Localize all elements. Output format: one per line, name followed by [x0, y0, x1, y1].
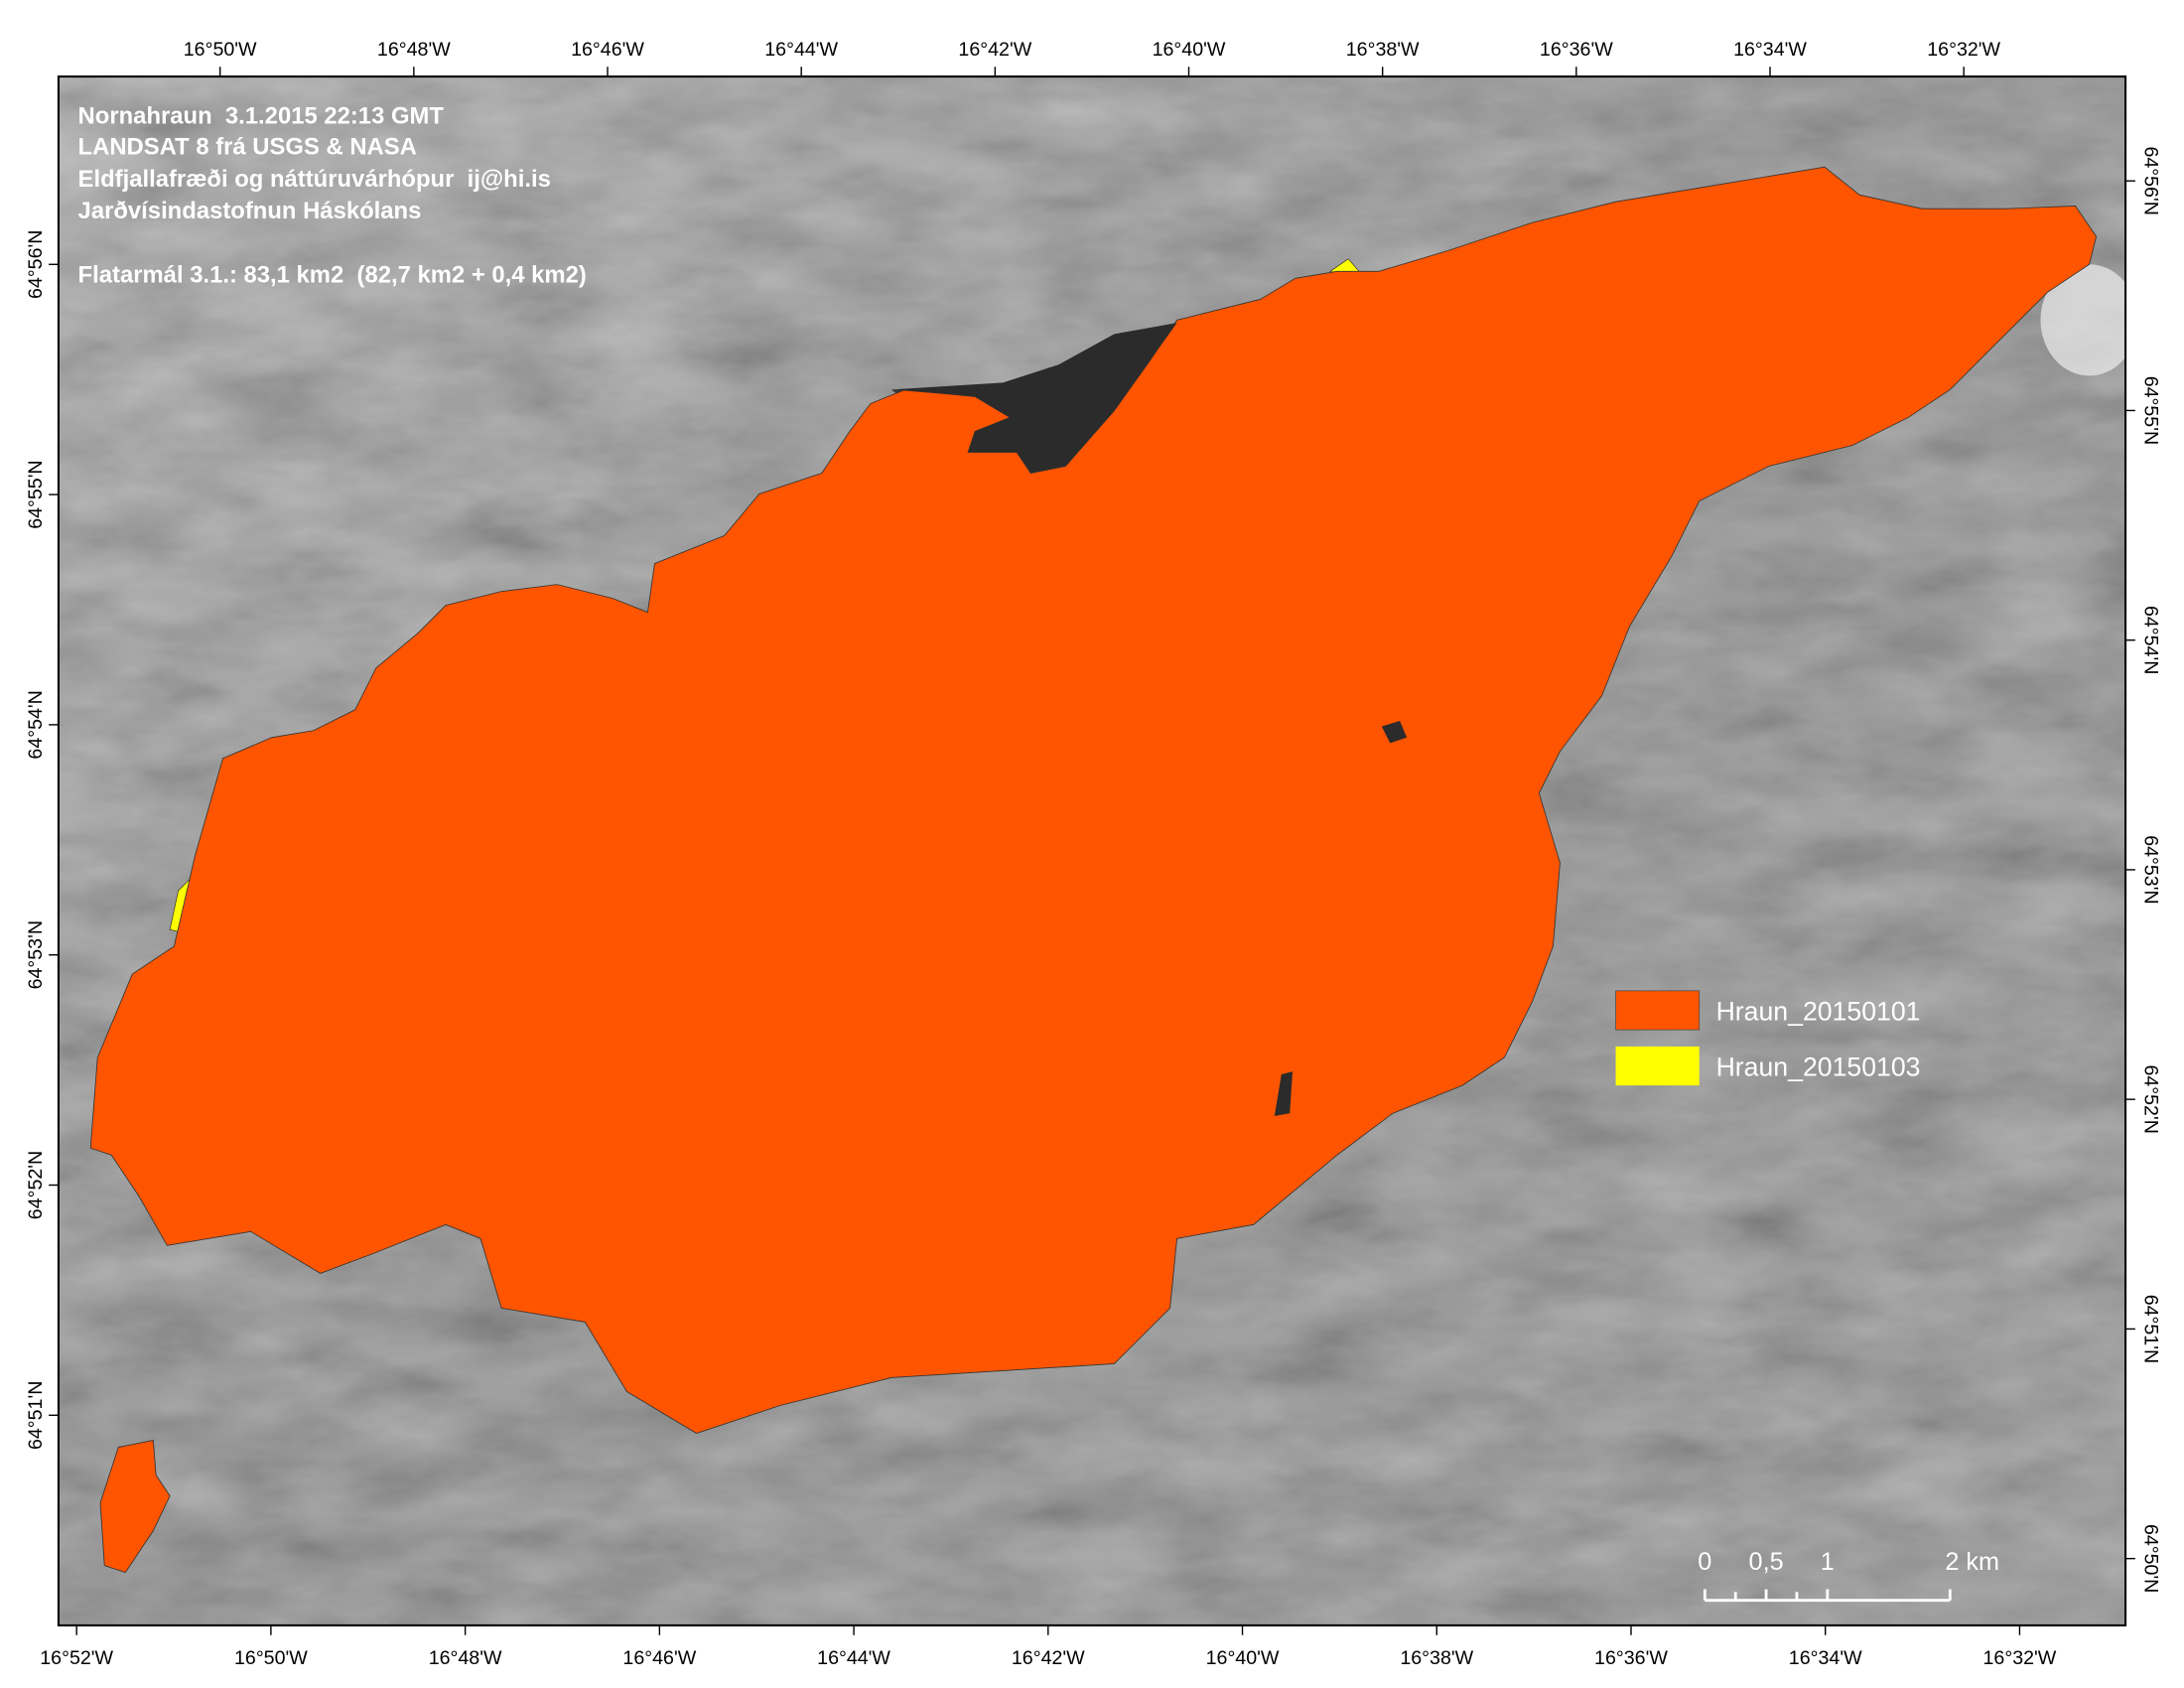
top-label: 16°42'W — [958, 39, 1031, 61]
top-label: 16°48'W — [377, 39, 451, 61]
lava-20150101 — [99, 1440, 171, 1574]
lava-flows — [89, 166, 2098, 1574]
bottom-label: 16°46'W — [622, 1647, 696, 1669]
right-label: 64°54'N — [2140, 606, 2162, 674]
header-line: Jarðvísindastofnun Háskólans — [78, 198, 422, 224]
bottom-label: 16°48'W — [429, 1647, 502, 1669]
legend: Hraun_20150101 Hraun_20150103 — [1615, 990, 1921, 1086]
scale-label: 0,5 — [1749, 1548, 1784, 1576]
left-label: 64°56'N — [25, 230, 47, 299]
scale-bar: 0 0,5 1 2 km — [1698, 1548, 1999, 1603]
bottom-label: 16°52'W — [40, 1647, 113, 1669]
header-line: LANDSAT 8 frá USGS & NASA — [78, 134, 417, 161]
scale-label: 0 — [1698, 1548, 1711, 1576]
legend-swatch — [1615, 1046, 1700, 1086]
top-label: 16°40'W — [1153, 39, 1226, 61]
lava-20150101 — [89, 166, 2098, 1434]
top-label: 16°44'W — [764, 39, 838, 61]
top-label: 16°32'W — [1927, 39, 2000, 61]
right-label: 64°55'N — [2140, 376, 2162, 445]
lava-20150103 — [169, 258, 1419, 940]
left-label: 64°55'N — [25, 460, 47, 528]
map-frame — [57, 75, 2127, 1626]
left-label: 64°54'N — [25, 690, 47, 759]
top-label: 16°50'W — [184, 39, 257, 61]
legend-swatch — [1615, 990, 1701, 1031]
bottom-label: 16°44'W — [817, 1647, 890, 1669]
bottom-label: 16°42'W — [1012, 1647, 1085, 1669]
graticule: 16°50'W 16°48'W 16°46'W 16°44'W 16°42'W 16°40… — [25, 39, 2162, 1669]
right-label: 64°53'N — [2140, 835, 2162, 904]
top-label: 16°38'W — [1346, 39, 1420, 61]
top-label: 16°34'W — [1733, 39, 1807, 61]
left-label: 64°52'N — [25, 1151, 47, 1219]
bottom-label: 16°36'W — [1594, 1647, 1668, 1669]
header: Nornahraun 3.1.2015 22:13 GMT LANDSAT 8 … — [78, 103, 587, 289]
right-label: 64°50'N — [2140, 1524, 2162, 1593]
bottom-label: 16°32'W — [1983, 1647, 2057, 1669]
area-text: Flatarmál 3.1.: 83,1 km2 (82,7 km2 + 0,4… — [78, 262, 587, 289]
right-label: 64°56'N — [2140, 146, 2162, 214]
legend-label: Hraun_20150103 — [1716, 1052, 1921, 1081]
left-label: 64°53'N — [25, 920, 47, 989]
bottom-label: 16°34'W — [1789, 1647, 1862, 1669]
bottom-label: 16°40'W — [1206, 1647, 1280, 1669]
scale-label: 2 km — [1945, 1548, 1999, 1576]
header-line: Nornahraun 3.1.2015 22:13 GMT — [78, 103, 445, 130]
right-label: 64°52'N — [2140, 1064, 2162, 1133]
bottom-label: 16°38'W — [1400, 1647, 1473, 1669]
header-line: Eldfjallafræði og náttúruvárhópur ij@hi.… — [78, 166, 551, 193]
top-label: 16°36'W — [1540, 39, 1613, 61]
left-label: 64°51'N — [25, 1381, 47, 1450]
bottom-label: 16°50'W — [234, 1647, 308, 1669]
right-label: 64°51'N — [2140, 1295, 2162, 1363]
top-label: 16°46'W — [571, 39, 644, 61]
legend-label: Hraun_20150101 — [1716, 996, 1921, 1026]
scale-label: 1 — [1821, 1548, 1835, 1576]
